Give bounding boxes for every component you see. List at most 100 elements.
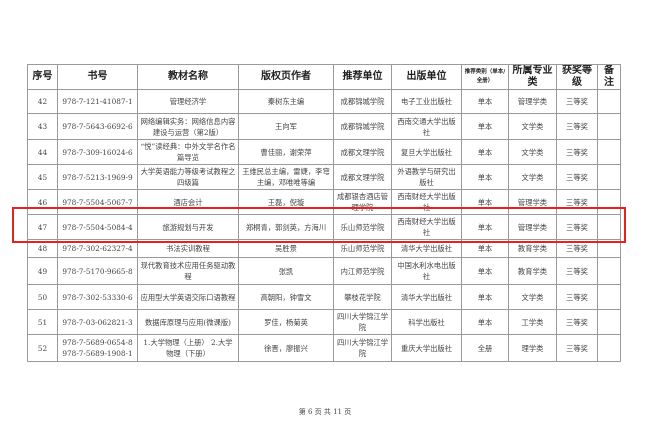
cell-category: 单本	[461, 164, 509, 190]
cell-note	[597, 189, 621, 215]
cell-title: 应用型大学英语交际口语教程	[137, 284, 239, 310]
table-row: 45 978-7-5213-1969-9 大学英语能力等级考试教程之四级篇 王维民总主…	[27, 164, 621, 190]
cell-major: 教育学类	[508, 257, 557, 285]
cell-isbn: 978-7-121-41087-1	[57, 89, 138, 114]
cell-award: 三等奖	[556, 164, 598, 190]
table-row: 44 978-7-309-16024-6 “悦”读经典：中外文学名作名篇导览 曹佳丽，…	[27, 139, 621, 165]
cell-publisher: 重庆大学出版社	[391, 334, 462, 362]
cell-title: 网络编辑实务：网络信息内容建设与运营（第2版）	[137, 113, 239, 140]
header-award: 获奖等级	[556, 64, 598, 90]
header-publisher: 出版单位	[391, 64, 462, 90]
cell-category: 单本	[461, 89, 509, 114]
header-major: 所属专业类	[508, 64, 557, 90]
cell-author: 王磊，倪璇	[238, 189, 334, 215]
cell-no: 42	[27, 89, 58, 114]
cell-award: 三等奖	[556, 334, 598, 362]
cell-award: 三等奖	[556, 139, 598, 165]
cell-award: 三等奖	[556, 257, 598, 285]
cell-isbn: 978-7-5213-1969-9	[57, 164, 138, 190]
cell-unit: 成都锦城学院	[333, 89, 392, 114]
cell-award: 三等奖	[556, 284, 598, 310]
cell-isbn: 978-7-5643-6692-6	[57, 113, 138, 140]
highlight-box	[12, 207, 626, 243]
cell-title: 数据库原理与应用(微课版)	[137, 309, 239, 335]
cell-note	[597, 139, 621, 165]
cell-publisher: 中国水利水电出版社	[391, 257, 462, 285]
cell-category: 单本	[461, 284, 509, 310]
cell-major: 理学类	[508, 334, 557, 362]
table-row: 49 978-7-5170-9665-8 现代教育技术应用任务驱动教程 张凯 内江师范学…	[27, 257, 621, 285]
cell-major: 文学类	[508, 164, 557, 190]
header-isbn: 书号	[57, 64, 138, 90]
cell-category: 单本	[461, 113, 509, 140]
cell-no: 51	[27, 309, 58, 335]
cell-category: 全册	[461, 334, 509, 362]
cell-award: 三等奖	[556, 113, 598, 140]
header-row: 序号 书号 教材名称 版权页作者 推荐单位 出版单位 推荐类别（单本/全册） 所…	[27, 64, 621, 90]
cell-title: 管理经济学	[137, 89, 239, 114]
cell-author: 高朝阳，钟雪文	[238, 284, 334, 310]
table-row: 46 978-7-5504-5067-7 酒店会计 王磊，倪璇 成都银杏酒店管理学院 西南…	[27, 189, 621, 215]
cell-author: 郑桐青，郭剑英，方海川	[238, 214, 334, 240]
cell-note	[597, 113, 621, 140]
cell-note	[597, 284, 621, 310]
header-category: 推荐类别（单本/全册）	[461, 64, 509, 90]
cell-isbn: 978-7-309-16024-6	[57, 139, 138, 165]
cell-no: 50	[27, 284, 58, 310]
cell-unit: 成都锦城学院	[333, 113, 392, 140]
table-row: 48 978-7-302-62327-4 书法实训教程 吴胜景 乐山师范学院 清华大学出版…	[27, 239, 621, 258]
cell-unit: 攀枝花学院	[333, 284, 392, 310]
cell-major: 工学类	[508, 309, 557, 335]
table-row: 42 978-7-121-41087-1 管理经济学 秦树东主编 成都锦城学院 电子工业出…	[27, 89, 621, 114]
cell-major: 管理学类	[508, 214, 557, 240]
cell-author: 徐晋，廖振兴	[238, 334, 334, 362]
cell-isbn: 978-7-03-062821-3	[57, 309, 138, 335]
cell-award: 三等奖	[556, 214, 598, 240]
table-row: 43 978-7-5643-6692-6 网络编辑实务：网络信息内容建设与运营（第2…	[27, 113, 621, 140]
cell-publisher: 复旦大学出版社	[391, 139, 462, 165]
cell-publisher: 西南交通大学出版社	[391, 113, 462, 140]
cell-title: 大学英语能力等级考试教程之四级篇	[137, 164, 239, 190]
header-author: 版权页作者	[238, 64, 334, 90]
header-note: 备注	[597, 64, 621, 90]
cell-major: 文学类	[508, 284, 557, 310]
cell-no: 47	[27, 214, 58, 240]
award-table: 序号 书号 教材名称 版权页作者 推荐单位 出版单位 推荐类别（单本/全册） 所…	[27, 64, 621, 362]
table-row: 51 978-7-03-062821-3 数据库原理与应用(微课版) 罗佳，杨菊英 四川…	[27, 309, 621, 335]
cell-unit: 内江师范学院	[333, 257, 392, 285]
cell-title: “悦”读经典：中外文学名作名篇导览	[137, 139, 239, 165]
cell-publisher: 外语教学与研究出版社	[391, 164, 462, 190]
cell-title: 1.大学物理（上册） 2.大学物理（下册）	[137, 334, 239, 362]
cell-major: 文学类	[508, 139, 557, 165]
cell-no: 52	[27, 334, 58, 362]
cell-isbn: 978-7-5689-0654-8 978-7-5689-1908-1	[57, 334, 138, 362]
cell-author: 王向军	[238, 113, 334, 140]
cell-category: 单本	[461, 139, 509, 165]
header-no: 序号	[27, 64, 58, 90]
cell-unit: 四川大学锦江学院	[333, 334, 392, 362]
cell-no: 44	[27, 139, 58, 165]
cell-publisher: 科学出版社	[391, 309, 462, 335]
cell-note	[597, 164, 621, 190]
cell-title: 酒店会计	[137, 189, 239, 215]
cell-no: 43	[27, 113, 58, 140]
cell-unit: 成都文理学院	[333, 164, 392, 190]
table-row: 47 978-7-5504-5084-4 旅游规划与开发 郑桐青，郭剑英，方海川 乐山师…	[27, 214, 621, 240]
cell-note	[597, 89, 621, 114]
cell-title: 旅游规划与开发	[137, 214, 239, 240]
cell-isbn: 978-7-302-53330-6	[57, 284, 138, 310]
table-row: 50 978-7-302-53330-6 应用型大学英语交际口语教程 高朝阳，钟雪文攀…	[27, 284, 621, 310]
cell-author: 张凯	[238, 257, 334, 285]
cell-author: 曹佳丽，谢荣萍	[238, 139, 334, 165]
cell-category: 单本	[461, 257, 509, 285]
cell-isbn: 978-7-5170-9665-8	[57, 257, 138, 285]
cell-award: 三等奖	[556, 309, 598, 335]
cell-publisher: 清华大学出版社	[391, 284, 462, 310]
cell-no: 45	[27, 164, 58, 190]
cell-unit: 成都文理学院	[333, 139, 392, 165]
cell-author: 秦树东主编	[238, 89, 334, 114]
cell-no: 49	[27, 257, 58, 285]
cell-author: 王维民总主编，雷婕，李穹主编，邓唯唯等编	[238, 164, 334, 190]
cell-category: 单本	[461, 309, 509, 335]
cell-note	[597, 309, 621, 335]
